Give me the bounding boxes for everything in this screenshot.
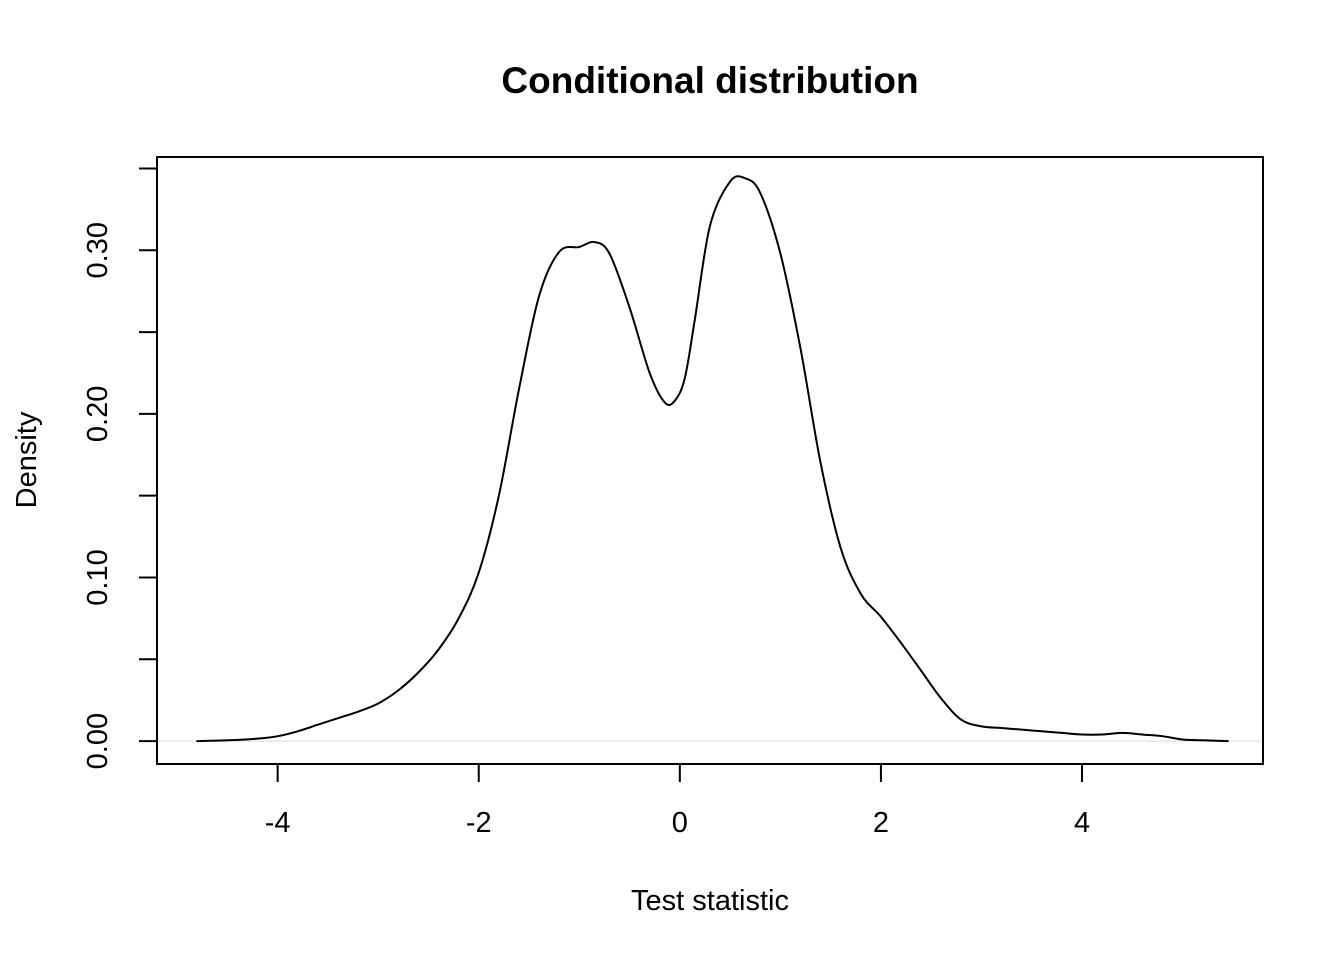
y-axis-label: Density [11,411,43,508]
x-axis-label: Test statistic [631,885,789,917]
x-axis: -4 -2 0 2 4 [265,764,1090,839]
y-tick-label: 0.00 [82,713,114,769]
series-layer [196,175,1229,743]
density-curve [196,175,1229,743]
y-tick-label: 0.10 [82,549,114,605]
y-tick-label: 0.20 [82,386,114,442]
x-tick-label: 2 [873,807,889,839]
x-tick-label: 4 [1074,807,1090,839]
x-tick-label: -2 [466,807,492,839]
y-tick-label: 0.30 [82,222,114,278]
x-tick-label: 0 [672,807,688,839]
x-tick-label: -4 [265,807,291,839]
chart-title: Conditional distribution [501,60,918,101]
y-axis: 0.00 0.10 0.20 0.30 [82,167,157,769]
plot-frame [156,156,1264,765]
